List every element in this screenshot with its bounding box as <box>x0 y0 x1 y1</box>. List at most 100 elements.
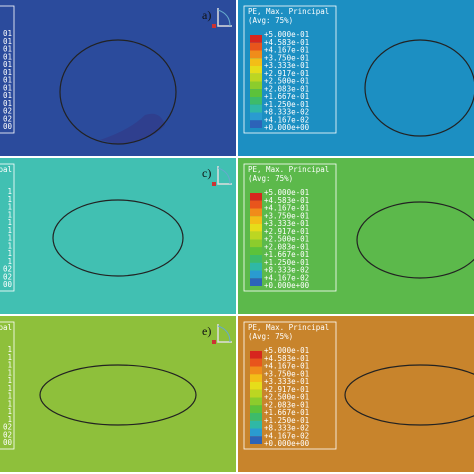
triad-arc <box>217 325 231 343</box>
legend-entry: +4.167e-01 <box>264 362 309 371</box>
triad-marker <box>212 182 216 186</box>
legend-swatch <box>250 247 262 255</box>
legend-entry: 1 <box>7 345 12 354</box>
mesh-outline <box>52 199 184 277</box>
legend-swatch <box>250 208 262 217</box>
legend-swatch <box>250 389 262 398</box>
legend-box <box>0 321 15 450</box>
legend-swatch <box>250 89 262 97</box>
legend-entry: 02 <box>3 265 12 274</box>
panel-label: c) <box>202 166 211 180</box>
legend-entry: +2.917e-01 <box>264 69 309 78</box>
legend-entry: +3.750e-01 <box>264 211 309 220</box>
legend-entry: +2.917e-01 <box>264 227 309 236</box>
mesh-outline <box>356 201 474 279</box>
legend-entry: 02 <box>3 114 12 123</box>
legend-entry: +1.250e-01 <box>264 100 309 109</box>
legend-swatch <box>250 351 262 359</box>
panel-background <box>0 316 236 472</box>
legend-entry: 00 <box>3 122 13 131</box>
legend-entry: 01 <box>3 60 12 69</box>
legend-entry: +2.500e-01 <box>264 393 309 402</box>
legend-entry: 01 <box>3 83 12 92</box>
legend-box <box>243 163 337 292</box>
legend-entry: 01 <box>3 68 12 77</box>
legend-entry: +5.000e-01 <box>264 30 309 39</box>
triad <box>217 324 232 343</box>
legend-entry: +2.500e-01 <box>264 77 309 86</box>
legend-swatch <box>250 239 262 248</box>
legend-swatch <box>250 200 262 209</box>
legend-entry: +0.000e+00 <box>264 281 310 290</box>
legend-entry: +4.167e-02 <box>264 273 309 282</box>
legend-swatch <box>250 374 262 382</box>
legend-entry: +4.167e-02 <box>264 431 309 440</box>
legend-subtitle: (Avg: 75%) <box>248 16 293 25</box>
legend-swatch <box>250 278 262 286</box>
legend-entry: +1.667e-01 <box>264 408 309 417</box>
legend-entry: 00 <box>3 280 13 289</box>
legend-swatch <box>250 50 262 59</box>
legend-entry: +2.083e-01 <box>264 84 309 93</box>
panel-background <box>0 0 236 156</box>
triad-marker <box>212 24 216 28</box>
legend-entry: +4.583e-01 <box>264 38 309 47</box>
legend-swatch <box>250 66 262 74</box>
mesh-outline <box>344 364 474 426</box>
legend-swatch <box>250 58 262 66</box>
legend-entry: 1 <box>7 249 12 258</box>
legend-entry: 02 <box>3 423 12 432</box>
legend-entry: +8.333e-02 <box>264 266 309 275</box>
legend-entry: +4.583e-01 <box>264 354 309 363</box>
legend-entry: +3.333e-01 <box>264 61 309 70</box>
legend-swatch <box>250 436 262 444</box>
legend-entry: 1 <box>7 415 12 424</box>
panel: PE, Max. Principal(Avg: 75%)+5.000e-01+4… <box>236 316 474 472</box>
legend-entry: +2.083e-01 <box>264 400 309 409</box>
legend-title: pal <box>0 165 12 174</box>
legend-entry: 1 <box>7 241 12 250</box>
legend-entry: +0.000e+00 <box>264 439 310 448</box>
legend-swatch <box>250 73 262 82</box>
legend-swatch <box>250 255 262 263</box>
legend-title: PE, Max. Principal <box>248 323 329 332</box>
legend-entry: +4.167e-01 <box>264 46 309 55</box>
legend-swatch <box>250 405 262 413</box>
triad <box>217 8 232 27</box>
legend-swatch <box>250 270 262 279</box>
panel-background <box>238 0 474 156</box>
legend-swatch <box>250 81 262 90</box>
legend-swatch <box>250 420 262 429</box>
mesh-outline <box>39 364 197 426</box>
legend-entry: 1 <box>7 353 12 362</box>
legend-entry: 00 <box>3 438 13 447</box>
legend-box <box>0 5 15 134</box>
legend-title: PE, Max. Principal <box>248 165 329 174</box>
legend-subtitle: (Avg: 75%) <box>248 174 293 183</box>
legend-entry: +4.583e-01 <box>264 196 309 205</box>
legend-swatch <box>250 397 262 406</box>
legend-entry: 1 <box>7 361 12 370</box>
legend-entry: +1.250e-01 <box>264 416 309 425</box>
legend-entry: +5.000e-01 <box>264 346 309 355</box>
legend-entry: +2.083e-01 <box>264 242 309 251</box>
legend-entry: 1 <box>7 210 12 219</box>
legend-entry: 1 <box>7 203 12 212</box>
legend-swatch <box>250 193 262 201</box>
legend-swatch <box>250 428 262 437</box>
legend-swatch <box>250 382 262 390</box>
legend-entry: 01 <box>3 45 12 54</box>
mesh-outline <box>59 39 177 145</box>
legend-entry: 1 <box>7 187 12 196</box>
legend-entry: +2.917e-01 <box>264 385 309 394</box>
legend-swatch <box>250 413 262 421</box>
legend-entry: +3.333e-01 <box>264 377 309 386</box>
legend-entry: +4.167e-02 <box>264 115 309 124</box>
legend-entry: 01 <box>3 37 12 46</box>
panel-background <box>238 316 474 472</box>
legend-swatch <box>250 216 262 224</box>
legend-swatch <box>250 358 262 367</box>
legend-swatch <box>250 35 262 43</box>
